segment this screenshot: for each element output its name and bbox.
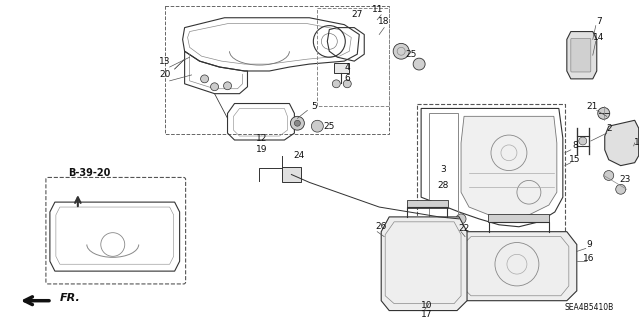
Polygon shape (457, 232, 577, 301)
Text: 25: 25 (324, 122, 335, 131)
Text: 18: 18 (378, 17, 390, 26)
Circle shape (332, 80, 340, 88)
Text: 26: 26 (376, 222, 387, 231)
Text: 2: 2 (606, 124, 612, 133)
Text: 9: 9 (586, 240, 591, 249)
FancyBboxPatch shape (334, 63, 349, 73)
Text: 24: 24 (294, 151, 305, 160)
Text: 13: 13 (159, 57, 170, 66)
Text: 15: 15 (569, 155, 580, 164)
Circle shape (200, 75, 209, 83)
Circle shape (604, 171, 614, 181)
Circle shape (393, 43, 409, 59)
Text: SEA4B5410B: SEA4B5410B (564, 303, 613, 312)
Polygon shape (461, 116, 557, 219)
Polygon shape (605, 120, 639, 166)
Polygon shape (567, 32, 596, 79)
FancyBboxPatch shape (488, 214, 549, 222)
FancyBboxPatch shape (406, 200, 447, 208)
Text: 25: 25 (406, 50, 417, 59)
Text: 22: 22 (458, 224, 470, 233)
Circle shape (223, 82, 232, 90)
Circle shape (598, 108, 610, 119)
Text: 1: 1 (634, 138, 639, 147)
Circle shape (291, 116, 305, 130)
Circle shape (413, 58, 425, 70)
Text: B-39-20: B-39-20 (68, 167, 110, 178)
Text: 14: 14 (593, 33, 604, 42)
Text: 19: 19 (256, 145, 268, 154)
Text: 6: 6 (344, 74, 350, 83)
Text: 28: 28 (437, 181, 449, 190)
Text: 8: 8 (572, 141, 578, 151)
Text: 16: 16 (583, 254, 595, 263)
Text: 23: 23 (619, 175, 630, 184)
Text: FR.: FR. (60, 293, 81, 303)
FancyBboxPatch shape (571, 39, 591, 72)
Text: 7: 7 (596, 17, 602, 26)
Circle shape (311, 120, 323, 132)
Text: 17: 17 (421, 310, 433, 319)
Text: 5: 5 (312, 102, 317, 111)
Circle shape (294, 120, 300, 126)
Text: 11: 11 (371, 5, 383, 14)
Circle shape (343, 80, 351, 88)
Circle shape (616, 184, 626, 194)
Circle shape (211, 83, 218, 91)
FancyBboxPatch shape (282, 167, 301, 182)
Circle shape (456, 214, 466, 224)
Text: 3: 3 (440, 165, 446, 174)
Circle shape (579, 137, 587, 145)
Text: 10: 10 (421, 301, 433, 310)
Text: 4: 4 (344, 63, 350, 71)
Text: 20: 20 (159, 70, 170, 79)
Text: 27: 27 (351, 10, 363, 19)
Text: 12: 12 (256, 134, 267, 143)
Text: 21: 21 (586, 102, 598, 111)
Polygon shape (381, 217, 467, 311)
